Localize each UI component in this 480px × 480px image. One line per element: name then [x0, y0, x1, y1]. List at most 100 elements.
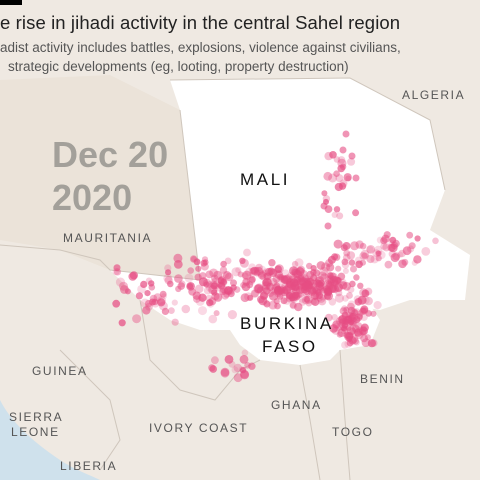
event-dot	[373, 301, 382, 310]
event-dot	[347, 157, 356, 166]
subtitle-line-1: adist activity includes battles, explosi…	[0, 40, 401, 55]
event-dot	[325, 288, 333, 296]
event-dot	[202, 259, 209, 266]
event-dot	[414, 235, 421, 242]
label-liberia: LIBERIA	[60, 459, 118, 473]
event-dot	[167, 280, 174, 288]
event-dot	[432, 237, 439, 245]
event-dot	[171, 299, 178, 306]
subtitle-line-2: strategic developments (eg, looting, pro…	[8, 59, 349, 74]
event-dot	[135, 292, 143, 300]
event-dot	[248, 362, 256, 370]
event-dot	[157, 298, 166, 307]
event-dot	[370, 255, 379, 264]
event-dot	[128, 272, 137, 281]
event-dot	[225, 272, 234, 282]
event-dot	[257, 286, 265, 295]
event-dot	[202, 278, 212, 288]
event-dot	[235, 267, 242, 274]
page-title: e rise in jihadi activity in the central…	[0, 12, 401, 33]
event-dot	[221, 270, 230, 278]
event-dot	[249, 276, 256, 283]
event-dot	[220, 278, 228, 286]
event-dot	[112, 299, 121, 308]
event-dot	[273, 279, 283, 288]
event-dot	[350, 241, 359, 251]
event-dot	[269, 278, 278, 287]
event-dot	[335, 265, 342, 272]
event-dot	[354, 298, 363, 306]
event-dot	[280, 297, 288, 305]
event-dot	[256, 286, 265, 294]
event-dot	[366, 254, 375, 264]
event-dot	[209, 268, 219, 278]
event-dot	[320, 202, 328, 210]
event-dot	[324, 313, 333, 322]
event-dot	[251, 289, 260, 298]
event-dot	[313, 290, 323, 300]
event-dot	[118, 319, 126, 327]
event-dot	[337, 328, 346, 337]
event-dot	[240, 370, 250, 380]
event-dot	[398, 259, 407, 269]
label-burkina-line2: FASO	[262, 337, 318, 356]
event-dot	[348, 152, 356, 160]
event-dot	[327, 255, 336, 264]
event-dot	[346, 251, 356, 260]
event-dot	[325, 280, 333, 288]
event-dot	[354, 328, 363, 337]
event-dot	[318, 271, 327, 281]
event-dot	[316, 261, 326, 270]
event-dot	[331, 211, 338, 218]
event-dot	[230, 279, 237, 287]
event-dot	[329, 324, 338, 333]
event-dot	[148, 284, 156, 291]
event-dot	[231, 267, 241, 277]
event-dot	[341, 305, 348, 312]
event-dot	[142, 306, 151, 315]
event-dot	[261, 269, 268, 276]
event-dot	[334, 283, 343, 292]
event-dot	[356, 313, 363, 320]
event-dot	[359, 242, 367, 250]
event-dot	[115, 277, 126, 287]
event-dot	[337, 322, 345, 331]
event-dot	[361, 252, 369, 260]
event-dot	[333, 170, 340, 177]
event-dot	[194, 284, 204, 294]
event-dot	[242, 270, 252, 280]
event-dot	[321, 190, 328, 197]
event-dot	[339, 146, 347, 154]
event-dot	[209, 365, 217, 373]
border-line	[169, 77, 446, 191]
event-dot	[159, 290, 167, 298]
event-dot	[354, 322, 363, 330]
event-dot	[208, 285, 218, 295]
event-dot	[190, 256, 197, 262]
date-label-day: Dec 20	[52, 134, 169, 175]
event-dot	[296, 291, 303, 298]
event-dot	[293, 269, 303, 279]
event-dot	[352, 209, 360, 217]
event-dot	[112, 268, 120, 276]
event-dot	[224, 355, 234, 364]
event-dot	[336, 212, 344, 220]
event-dot	[361, 289, 370, 298]
event-dot	[233, 286, 241, 293]
event-dot	[286, 290, 295, 299]
event-dot	[364, 296, 373, 306]
event-dot	[274, 286, 283, 296]
event-dot	[359, 259, 366, 266]
event-dot	[366, 246, 374, 253]
label-algeria: ALGERIA	[402, 88, 466, 102]
event-dot	[210, 282, 218, 290]
event-dot	[168, 307, 175, 314]
event-dot	[355, 256, 363, 264]
event-dot	[231, 366, 239, 374]
event-dot	[374, 245, 383, 255]
event-dot	[365, 310, 373, 317]
event-dot	[151, 298, 159, 306]
event-dot	[248, 263, 256, 272]
